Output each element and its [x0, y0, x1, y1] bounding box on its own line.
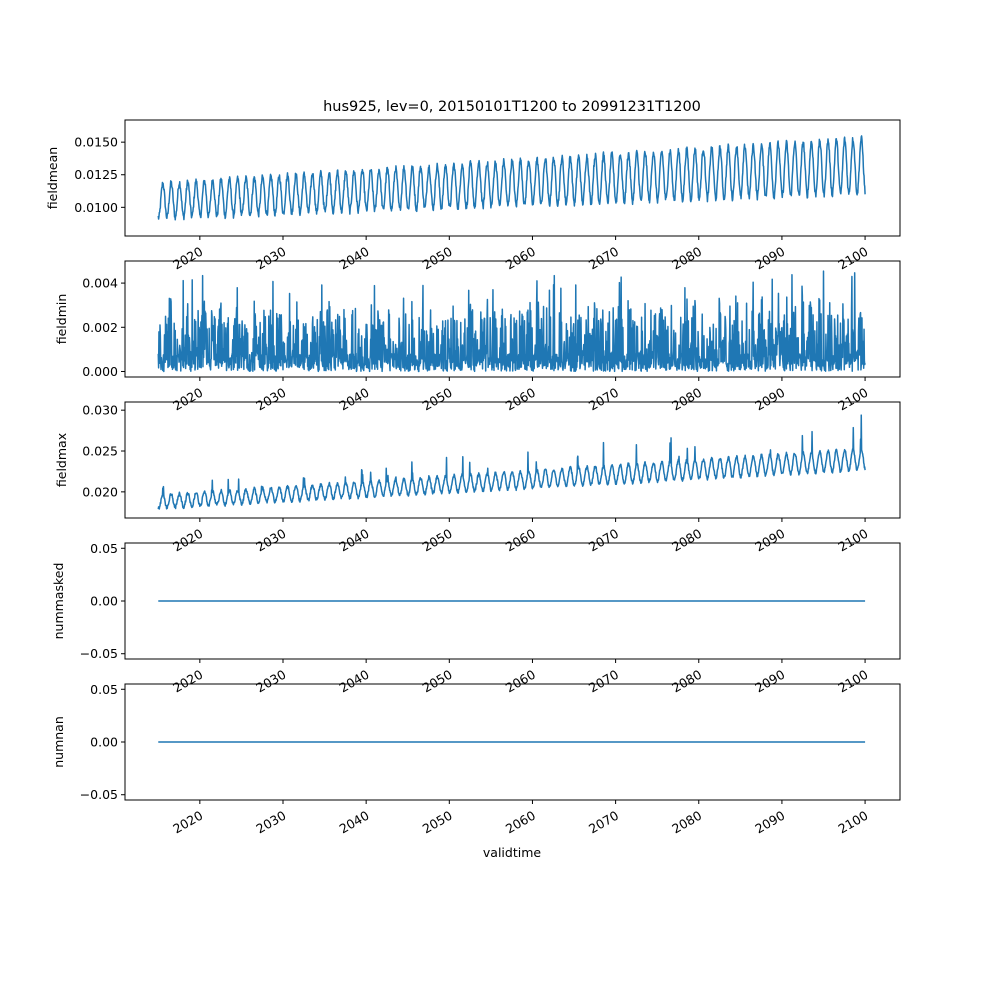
y-tick-label: 0.05 [90, 541, 118, 556]
y-axis-label: fieldmax [54, 433, 69, 487]
y-axis-label: nummasked [51, 563, 66, 640]
x-axis-label: validtime [483, 845, 541, 860]
axes-frame [124, 260, 901, 378]
axes-frame [124, 119, 901, 237]
series-line-fieldmax [157, 414, 866, 510]
y-tick-label: 0.0125 [74, 167, 118, 182]
y-tick-label: 0.00 [90, 594, 118, 609]
series-line-fieldmean [157, 135, 866, 221]
y-tick-label: 0.0150 [74, 135, 118, 150]
y-axis-label: fieldmean [45, 147, 60, 209]
y-tick-label: 0.020 [82, 484, 118, 499]
y-axis-label: fieldmin [54, 294, 69, 345]
y-tick-label: 0.000 [82, 364, 118, 379]
y-tick-label: 0.025 [82, 444, 118, 459]
y-tick-label: 0.0100 [74, 200, 118, 215]
figure-title: hus925, lev=0, 20150101T1200 to 20991231… [323, 99, 701, 115]
y-tick-label: 0.00 [90, 735, 118, 750]
y-tick-label: −0.05 [80, 646, 118, 661]
y-tick-label: 0.05 [90, 682, 118, 697]
y-tick-label: 0.002 [82, 320, 118, 335]
axes-frame [124, 401, 901, 519]
y-tick-label: 0.030 [82, 403, 118, 418]
series-line-fieldmin [157, 270, 866, 373]
y-tick-label: −0.05 [80, 787, 118, 802]
y-tick-label: 0.004 [82, 276, 118, 291]
y-axis-label: numnan [51, 716, 66, 768]
